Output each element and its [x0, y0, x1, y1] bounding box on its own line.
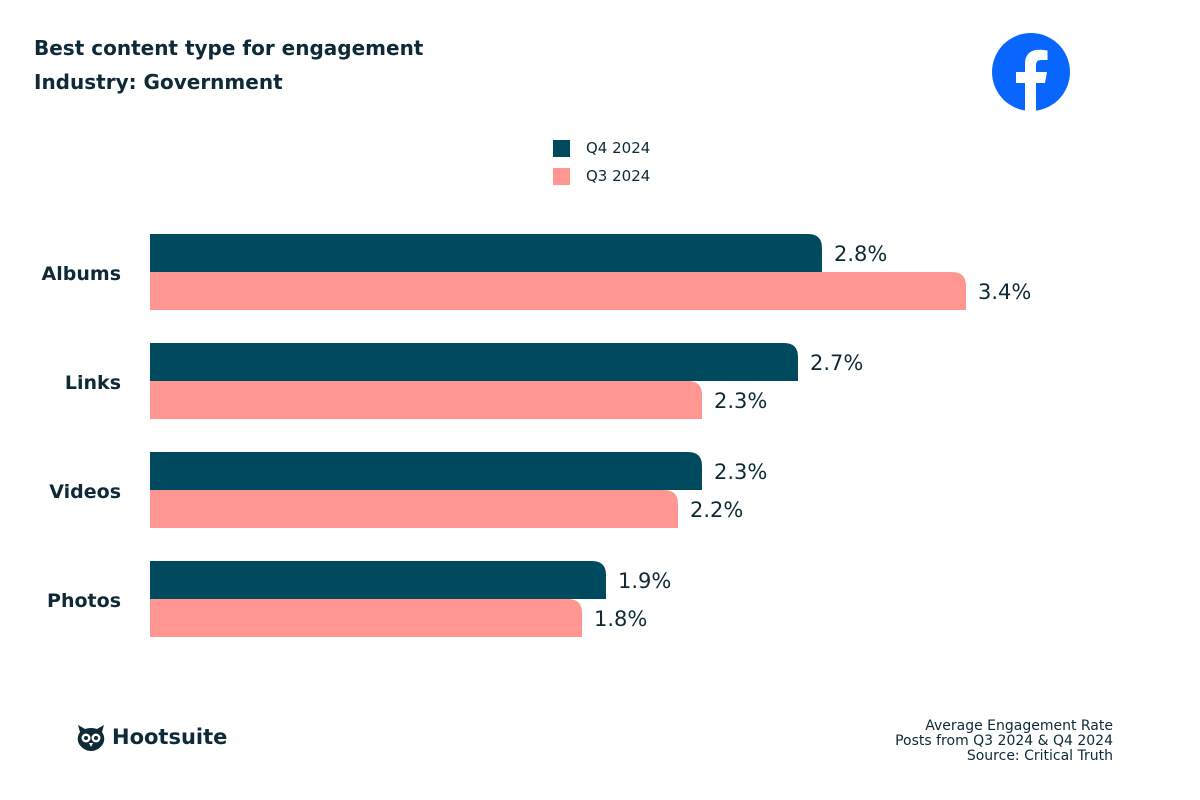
category-label: Albums	[42, 263, 121, 285]
data-label: 2.8%	[834, 242, 887, 266]
footer-line: Posts from Q3 2024 & Q4 2024	[895, 733, 1113, 749]
chart-title: Best content type for engagement	[34, 36, 424, 60]
data-label: 2.7%	[810, 351, 863, 375]
hootsuite-logo: Hootsuite	[76, 722, 227, 752]
legend-swatch	[553, 167, 570, 185]
chart-subtitle: Industry: Government	[34, 70, 283, 94]
footer-line: Average Engagement Rate	[925, 718, 1113, 734]
legend-item-q4: Q4 2024	[553, 130, 650, 166]
category-label: Videos	[49, 481, 121, 503]
data-label: 1.8%	[594, 607, 647, 631]
data-label: 2.3%	[714, 460, 767, 484]
data-label: 1.9%	[618, 569, 671, 593]
bar-q4-2024	[150, 561, 606, 599]
legend-swatch	[553, 139, 570, 157]
category-label: Photos	[47, 590, 121, 612]
data-label: 3.4%	[978, 280, 1031, 304]
category-label: Links	[65, 372, 121, 394]
brand-name: Hootsuite	[112, 725, 228, 749]
bar-q4-2024	[150, 452, 702, 490]
bar-q4-2024	[150, 343, 798, 381]
legend: Q4 2024 Q3 2024	[553, 138, 650, 194]
facebook-icon	[992, 33, 1070, 111]
legend-label: Q3 2024	[586, 167, 651, 185]
footer-line: Source: Critical Truth	[966, 748, 1113, 764]
data-label: 2.2%	[690, 498, 743, 522]
owl-icon	[77, 725, 105, 751]
bar-q3-2024	[150, 490, 678, 528]
bar-q3-2024	[150, 272, 966, 310]
bar-q4-2024	[150, 234, 822, 272]
legend-label: Q4 2024	[586, 139, 651, 157]
data-label: 2.3%	[714, 389, 767, 413]
bar-q3-2024	[150, 599, 582, 637]
footer-notes: Average Engagement Rate Posts from Q3 20…	[895, 719, 1113, 764]
bar-q3-2024	[150, 381, 702, 419]
legend-item-q3: Q3 2024	[553, 158, 650, 194]
